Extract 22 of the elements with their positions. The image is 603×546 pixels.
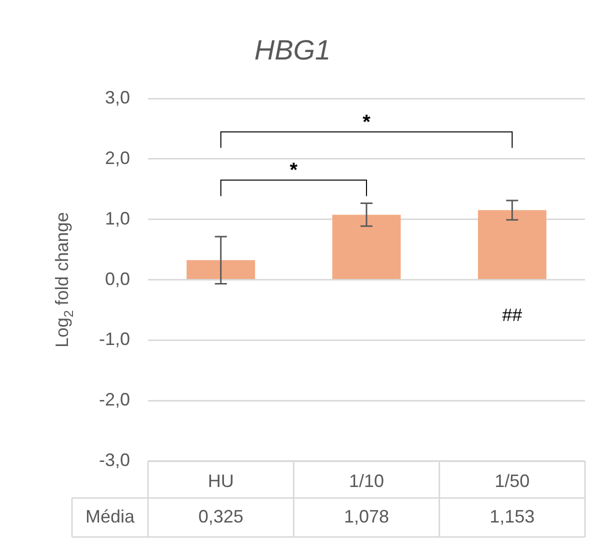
bar — [332, 214, 401, 280]
text: Média — [85, 506, 136, 526]
y-tick-label: 1,0 — [104, 208, 130, 228]
x-tick-label: 1/50 — [494, 470, 530, 491]
y-axis-title: Log2 fold change — [52, 212, 76, 348]
bar — [478, 210, 546, 280]
y-tick-label: 3,0 — [104, 88, 130, 108]
data-label: 1,078 — [344, 506, 390, 526]
chart-title: HBG1 — [254, 34, 331, 66]
annotation: ## — [502, 305, 522, 326]
y-tick-label: -1,0 — [98, 329, 130, 350]
data-label: 0,325 — [198, 506, 244, 526]
x-tick-label: 1/10 — [348, 470, 384, 491]
y-tick-label: -2,0 — [98, 390, 130, 410]
x-tick-label: HU — [208, 470, 234, 491]
y-tick-label: 2,0 — [104, 148, 130, 168]
bar — [186, 260, 256, 280]
y-tick-label: -3,0 — [98, 450, 130, 470]
y-tick-label: 0,0 — [104, 268, 130, 289]
data-label: 1,153 — [490, 506, 535, 526]
annotation: * — [290, 160, 298, 182]
annotation: * — [362, 111, 371, 134]
